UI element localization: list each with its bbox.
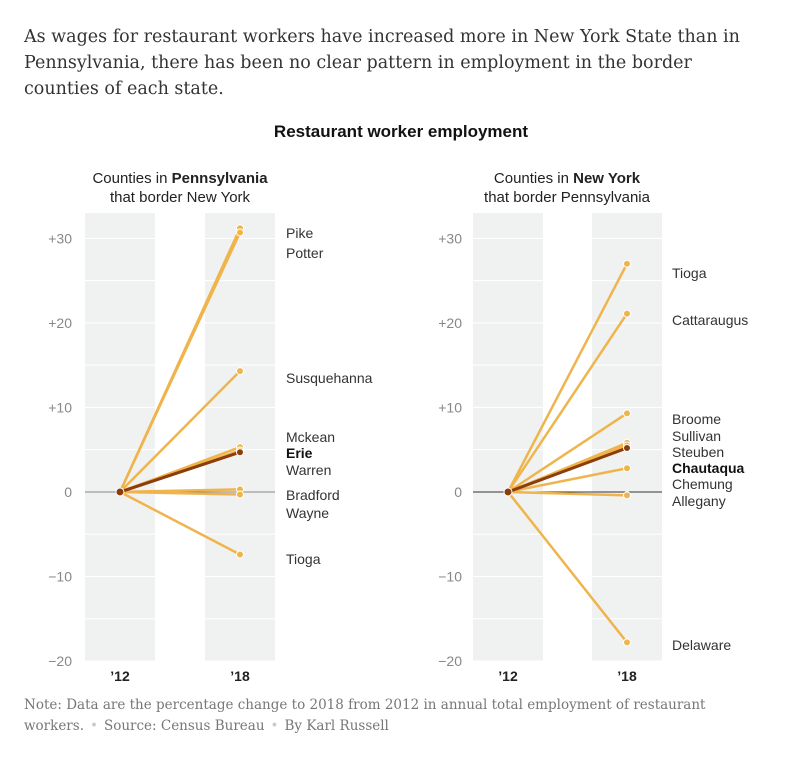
end-point: [236, 550, 244, 559]
byline-text: By Karl Russell: [284, 718, 389, 734]
end-point: [236, 367, 244, 376]
band-2018: [205, 213, 275, 661]
note: Note: Data are the percentage change to …: [24, 695, 774, 737]
county-label: Tioga: [672, 265, 707, 281]
x-tick-label: ’18: [617, 668, 637, 684]
panel-title: Counties in New York: [494, 170, 641, 187]
end-point: [236, 228, 244, 237]
series-line: [118, 369, 242, 494]
x-tick-label: ’12: [110, 668, 130, 684]
county-label: Warren: [286, 462, 331, 478]
end-point: [623, 409, 631, 418]
county-label: Broome: [672, 411, 721, 427]
x-tick-label: ’18: [230, 668, 250, 684]
y-tick-label: +30: [438, 230, 462, 246]
end-point: [236, 490, 244, 499]
y-tick-label: −20: [438, 653, 462, 669]
county-label: Erie: [286, 445, 313, 461]
y-tick-label: 0: [454, 484, 462, 500]
series-line: [506, 490, 629, 644]
y-tick-label: 0: [64, 484, 72, 500]
y-tick-label: +10: [438, 399, 462, 415]
series-line: [506, 490, 629, 497]
end-point: [623, 259, 631, 268]
note-text: Note: Data are the percentage change to …: [24, 697, 706, 734]
end-point: [623, 443, 631, 452]
series-line: [118, 490, 242, 496]
y-tick-label: −10: [438, 568, 462, 584]
y-tick-label: +30: [48, 230, 72, 246]
y-tick-label: −20: [48, 653, 72, 669]
county-label: Tioga: [286, 551, 321, 567]
band-2012: [85, 213, 155, 661]
county-label: Mckean: [286, 429, 335, 445]
separator-dot: •: [270, 718, 279, 734]
county-label: Susquehanna: [286, 370, 373, 386]
county-label: Allegany: [672, 493, 726, 509]
county-label: Delaware: [672, 637, 731, 653]
y-tick-label: +10: [48, 399, 72, 415]
panel-title: Counties in Pennsylvania: [92, 170, 268, 187]
county-label: Chautaqua: [672, 460, 745, 476]
series-line: [118, 450, 242, 494]
end-point: [623, 309, 631, 318]
intro-text: As wages for restaurant workers have inc…: [24, 27, 740, 99]
y-tick-label: −10: [48, 568, 72, 584]
chart-title: Restaurant worker employment: [273, 122, 529, 141]
panel-subtitle: that border New York: [110, 189, 251, 206]
county-label: Pike: [286, 225, 313, 241]
y-tick-label: +20: [438, 315, 462, 331]
county-label: Steuben: [672, 444, 724, 460]
series-line: [506, 412, 629, 494]
y-tick-label: +20: [48, 315, 72, 331]
county-label: Cattaraugus: [672, 312, 748, 328]
panel-subtitle: that border Pennsylvania: [484, 189, 651, 206]
band-2018: [592, 213, 662, 661]
source-text: Source: Census Bureau: [103, 718, 265, 734]
county-label: Sullivan: [672, 428, 721, 444]
end-point: [623, 638, 631, 647]
end-point: [236, 448, 244, 457]
band-2012: [473, 213, 543, 661]
series-line: [506, 467, 629, 494]
county-label: Chemung: [672, 476, 733, 492]
separator-dot: •: [89, 718, 98, 734]
end-point: [623, 464, 631, 473]
county-label: Bradford: [286, 487, 340, 503]
series-line: [506, 262, 629, 494]
series-line: [118, 490, 242, 556]
county-label: Wayne: [286, 505, 329, 521]
x-tick-label: ’12: [498, 668, 518, 684]
series-line: [506, 446, 629, 494]
start-point: [115, 487, 125, 497]
series-line: [118, 231, 242, 494]
start-point: [503, 487, 513, 497]
end-point: [623, 491, 631, 500]
series-line: [506, 312, 629, 494]
county-label: Potter: [286, 245, 324, 261]
